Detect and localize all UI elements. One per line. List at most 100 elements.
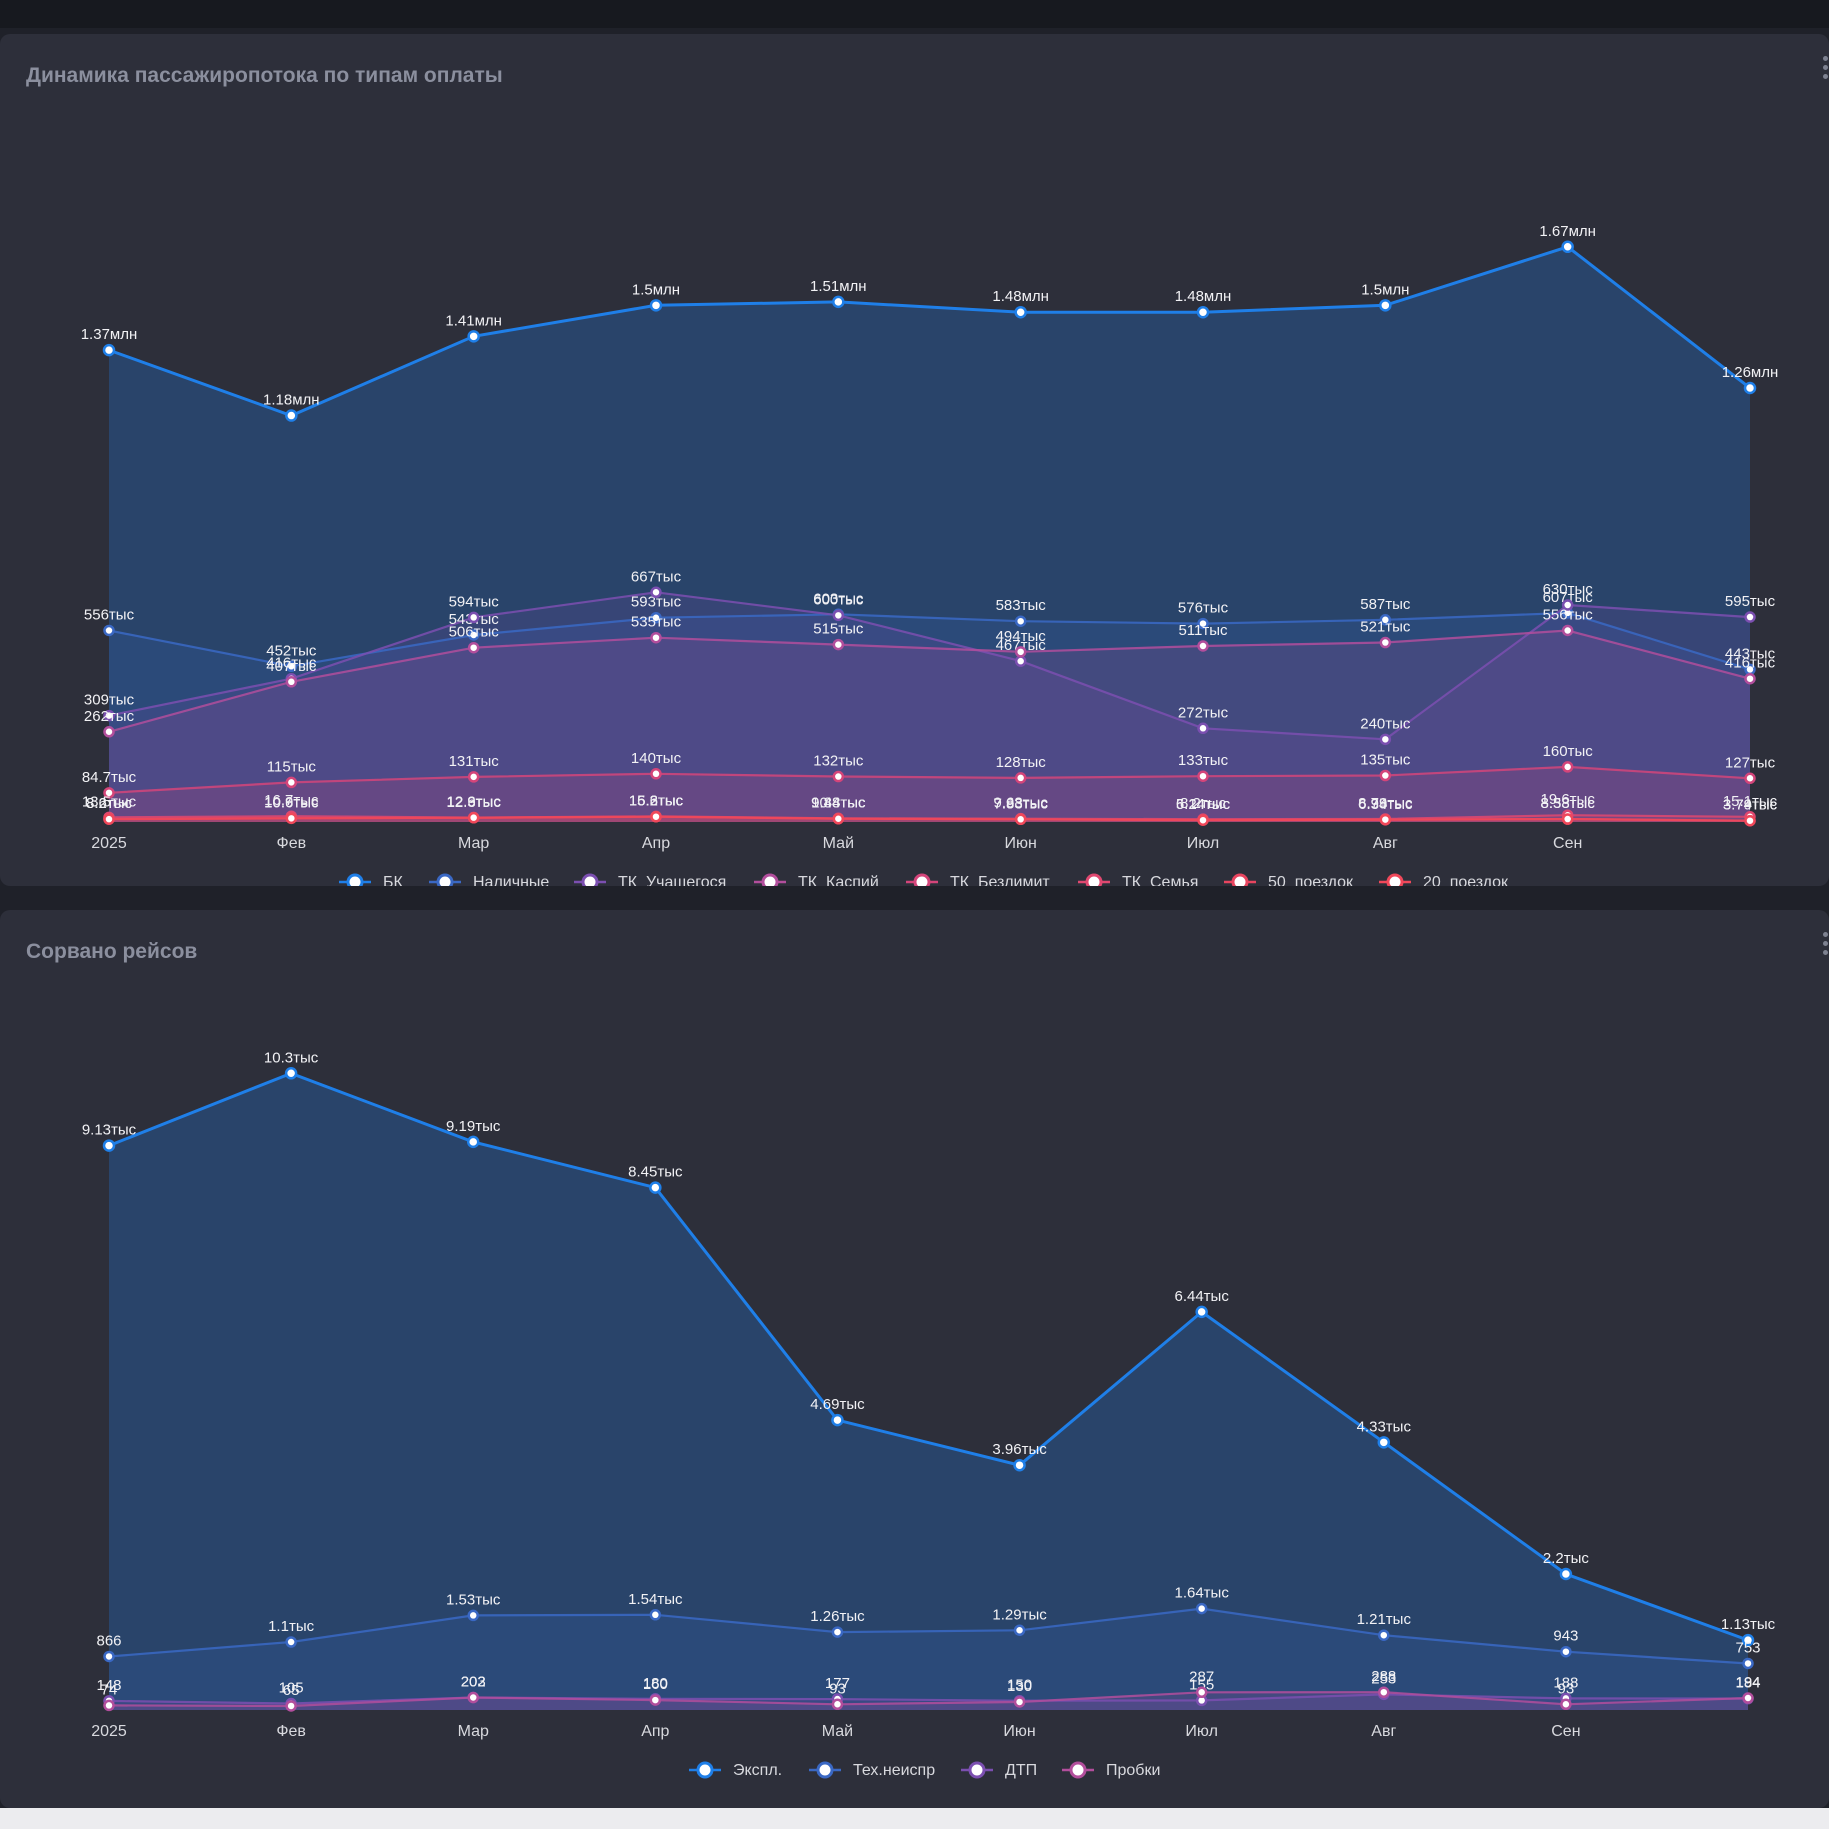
data-label: 10.6тыс: [264, 794, 319, 811]
data-label: 593тыс: [631, 594, 682, 611]
series-line-0: [108, 1071, 1749, 1642]
data-label: 8.2тыс: [1180, 795, 1227, 812]
legend-label: Экспл.: [733, 1762, 782, 1779]
data-point: [285, 1636, 297, 1648]
data-point: [285, 812, 298, 825]
data-label: 253: [1371, 1670, 1396, 1687]
data-point: [1742, 1692, 1754, 1704]
data-label: 535тыс: [631, 614, 682, 631]
data-label: 603тыс: [813, 590, 864, 607]
passenger-flow-chart: 1.37млн 1.18млн 1.41млн 1.5млн 1.51млн 1.48мл…: [81, 223, 1778, 886]
legend-item-3[interactable]: Пробки: [1062, 1761, 1160, 1779]
data-label: 594тыс: [449, 593, 500, 610]
data-label: 7.83тыс: [993, 795, 1048, 812]
data-label: 15.6тыс: [629, 793, 684, 810]
data-point: [832, 609, 845, 622]
legend-item-2[interactable]: ТК_Учащегося: [574, 873, 726, 886]
legend-marker: [436, 873, 454, 886]
data-label: 202: [461, 1674, 486, 1691]
data-label: 467тыс: [996, 637, 1047, 654]
series-line-1: [108, 611, 1751, 671]
data-label: 288: [1371, 1668, 1396, 1685]
data-point: [285, 676, 298, 688]
legend-item-0[interactable]: Экспл.: [689, 1761, 782, 1779]
panel-menu-icon[interactable]: [1821, 932, 1829, 962]
data-label: 515тыс: [813, 621, 864, 638]
x-tick-label: Апр: [642, 835, 670, 852]
data-label: 8.2тыс: [86, 795, 133, 812]
data-label: 203: [461, 1673, 486, 1690]
data-point: [1561, 624, 1574, 637]
panel-menu-icon[interactable]: [1821, 56, 1829, 86]
data-label: 576тыс: [1178, 600, 1229, 617]
legend-item-0[interactable]: БК: [339, 873, 404, 886]
data-label: 155: [1189, 1676, 1214, 1693]
data-point: [1379, 614, 1392, 626]
data-point: [102, 1139, 116, 1152]
data-label: 160: [643, 1676, 668, 1693]
x-tick-label: Мар: [458, 835, 489, 852]
data-point: [1379, 769, 1392, 782]
data-label: 188: [1553, 1674, 1578, 1691]
data-point: [1197, 770, 1209, 782]
data-point: [467, 1609, 479, 1622]
data-label: 1.41млн: [445, 312, 502, 329]
data-point: [831, 1626, 844, 1638]
data-label: 1.26тыс: [810, 1608, 865, 1625]
legend-item-6[interactable]: 50_поездок: [1224, 873, 1354, 886]
legend-item-3[interactable]: ТК_Каспий: [754, 873, 879, 886]
data-label: 130: [1007, 1678, 1032, 1695]
legend-marker: [968, 1761, 986, 1779]
legend-item-2[interactable]: ДТП: [961, 1761, 1037, 1779]
data-point: [1197, 814, 1209, 826]
x-tick-label: Фев: [277, 835, 307, 852]
series-line-3: [108, 1691, 1749, 1708]
chart-panel-passenger-flow: Динамика пассажиропотока по типам оплаты…: [0, 34, 1829, 886]
data-point: [649, 299, 663, 312]
data-label: 287: [1189, 1668, 1214, 1685]
data-point: [649, 1694, 662, 1706]
data-point: [1743, 381, 1757, 395]
data-label: 2.2тыс: [1543, 1550, 1590, 1567]
legend-label: ТК_Безлимит: [950, 874, 1050, 886]
data-point: [1741, 1633, 1755, 1647]
data-point: [285, 660, 298, 673]
legend-item-4[interactable]: ТК_Безлимит: [906, 873, 1050, 886]
data-label: 4.69тыс: [810, 1396, 865, 1413]
series-line-0: [108, 245, 1751, 418]
legend-item-7[interactable]: 20_поездок: [1379, 873, 1509, 886]
data-point: [467, 629, 480, 641]
data-label: 8.33тыс: [1540, 795, 1595, 812]
series-area-0: [109, 1073, 1748, 1710]
legend-item-5[interactable]: ТК_Семья: [1078, 873, 1198, 886]
data-point: [1014, 772, 1027, 784]
data-point: [1378, 1686, 1390, 1698]
data-label: 3.74тыс: [1723, 797, 1778, 814]
data-label: 587тыс: [1360, 596, 1411, 613]
data-label: 753: [1735, 1639, 1760, 1656]
data-label: 8.58тыс: [1540, 795, 1595, 812]
data-point: [1744, 814, 1756, 827]
data-point: [102, 343, 116, 357]
data-label: 8.79тыс: [1358, 795, 1413, 812]
data-label: 127тыс: [1725, 754, 1776, 771]
legend-item-1[interactable]: Наличные: [429, 873, 549, 886]
data-label: 133тыс: [1178, 752, 1229, 769]
data-point: [1560, 1645, 1572, 1658]
data-point: [650, 611, 662, 624]
legend-marker: [816, 1761, 834, 1779]
data-point: [467, 811, 480, 824]
data-label: 180: [643, 1675, 668, 1692]
legend-marker: [581, 873, 599, 886]
data-label: 521тыс: [1360, 619, 1411, 636]
data-point: [1559, 1567, 1573, 1581]
x-tick-label: Июл: [1185, 1723, 1217, 1740]
series-line-1: [108, 1607, 1749, 1665]
data-label: 84.7тыс: [82, 769, 137, 786]
data-label: 10.9тыс: [264, 794, 319, 811]
legend-item-1[interactable]: Тех.неиспр: [809, 1761, 935, 1779]
legend-label: 50_поездок: [1268, 874, 1354, 886]
data-label: 6.34тыс: [1358, 796, 1413, 813]
data-label: 1.48млн: [1175, 288, 1232, 305]
data-label: 115тыс: [267, 758, 317, 775]
